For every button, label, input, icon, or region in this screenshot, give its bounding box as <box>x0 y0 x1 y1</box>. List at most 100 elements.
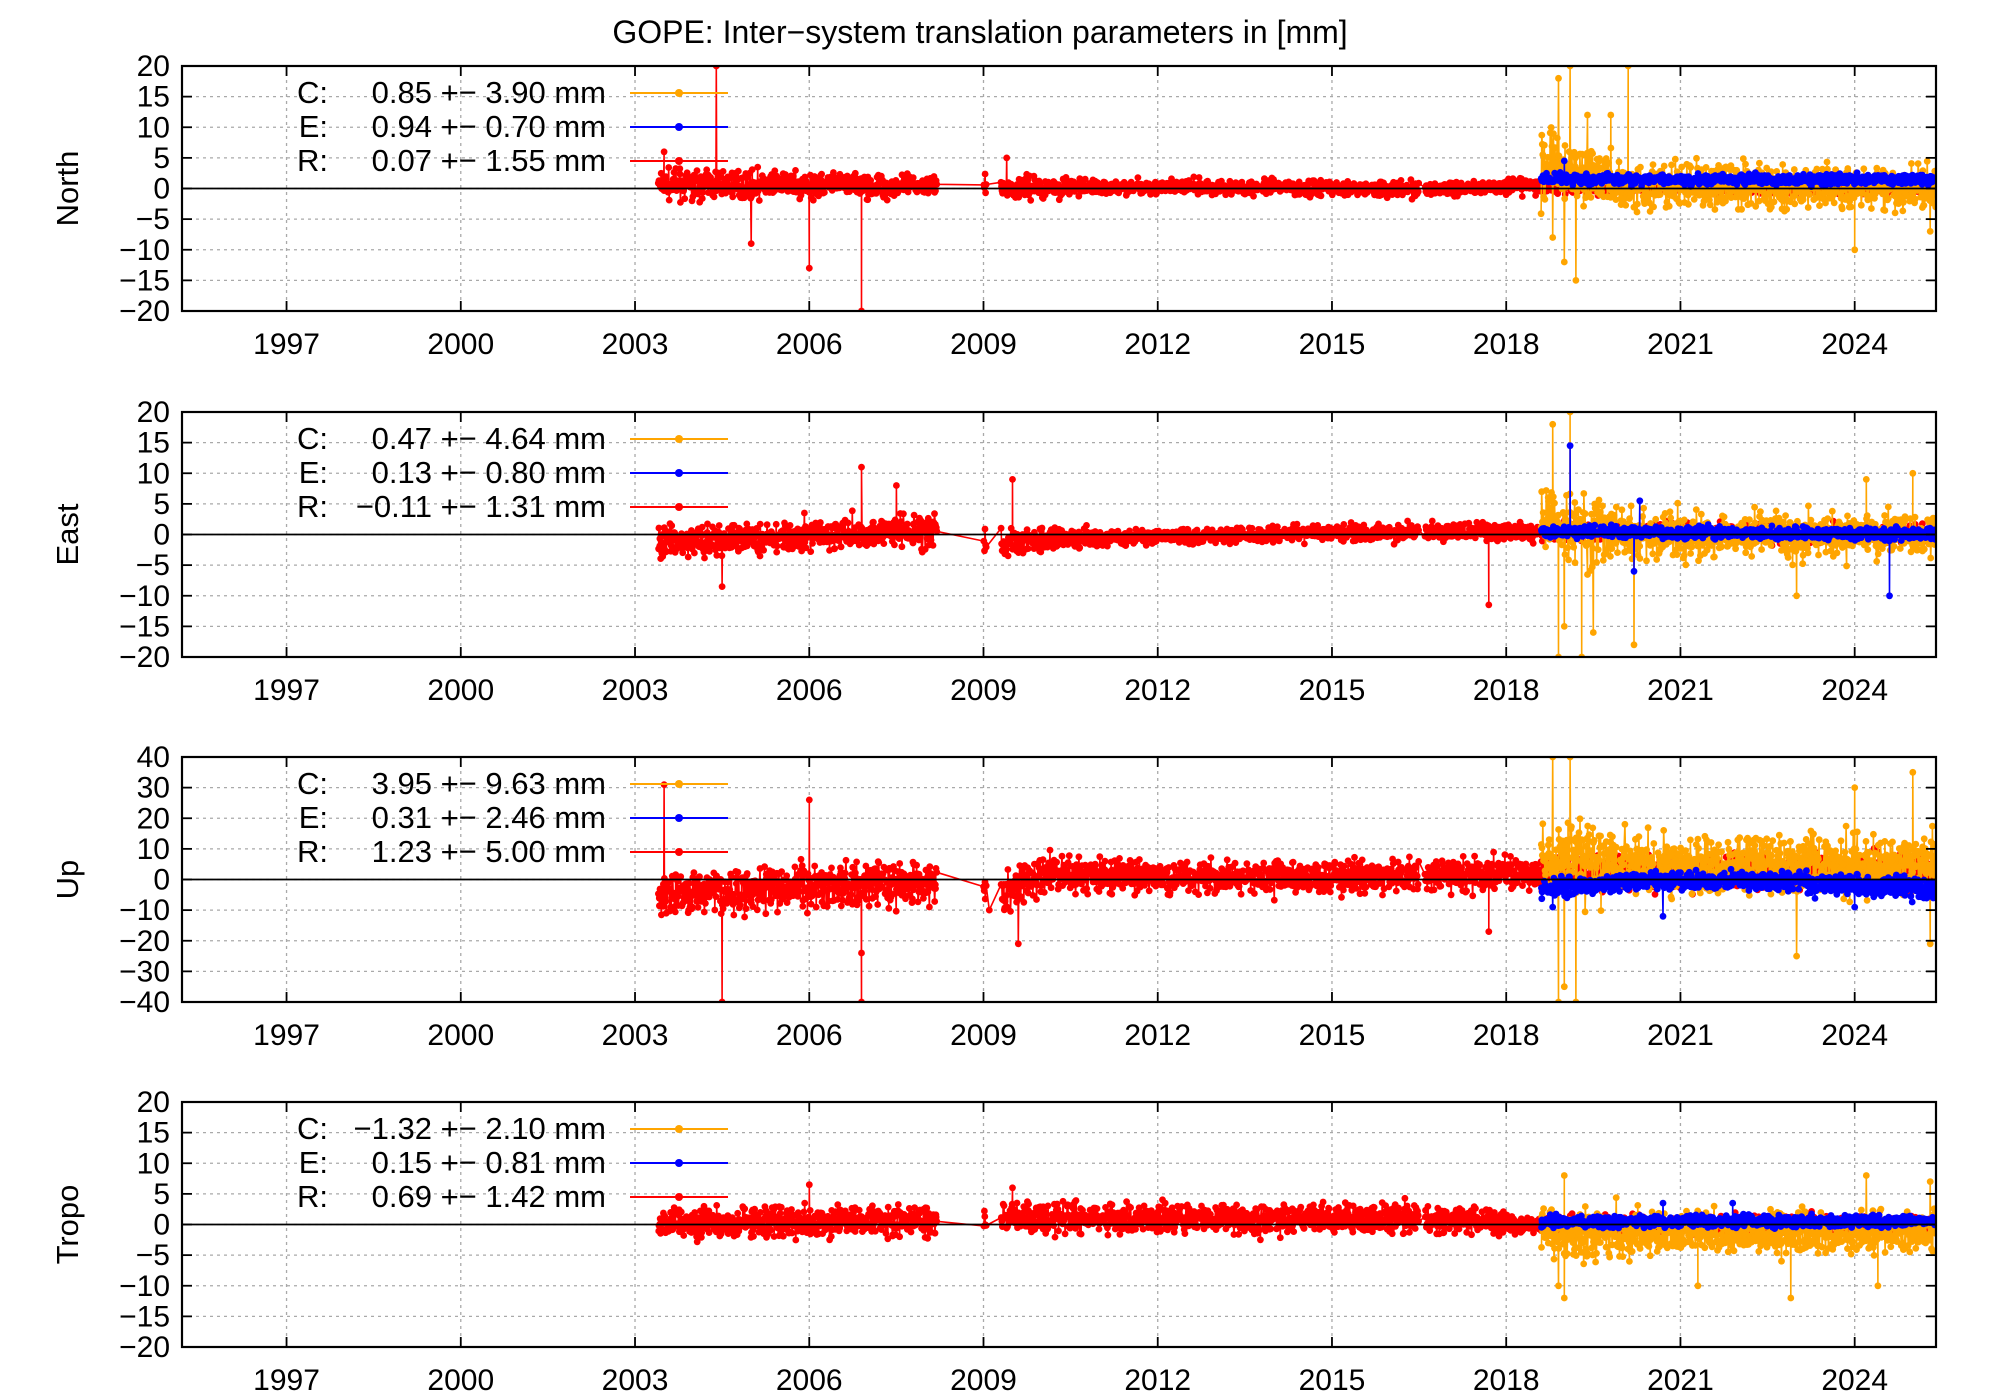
data-point-R <box>665 196 673 204</box>
data-point-R <box>1190 173 1198 181</box>
x-tick-label: 2021 <box>1647 328 1714 361</box>
data-point-R <box>1250 192 1257 200</box>
data-point-R <box>817 519 824 526</box>
y-tick-label: 10 <box>137 111 170 144</box>
chart-title: GOPE: Inter−system translation parameter… <box>612 14 1347 50</box>
data-point-C <box>1923 157 1931 165</box>
data-point-R <box>837 543 845 551</box>
y-axis-label: North <box>50 151 85 227</box>
data-point-R <box>880 540 888 547</box>
plot-area <box>654 66 1936 311</box>
data-point-C <box>1560 258 1568 266</box>
data-point-C <box>1752 202 1760 210</box>
data-point-R <box>1075 192 1083 200</box>
data-point-C <box>1931 167 1936 175</box>
data-point-C <box>1791 200 1799 208</box>
data-point-R <box>756 520 764 528</box>
data-point-R <box>1195 174 1203 181</box>
data-point-E <box>1551 169 1559 177</box>
data-point-C <box>1555 152 1563 160</box>
data-point-R <box>1168 175 1175 183</box>
data-point-C <box>1823 158 1831 166</box>
data-point-R <box>1009 476 1016 483</box>
data-point-R <box>1397 177 1405 184</box>
data-point-R <box>715 522 723 529</box>
data-point-C <box>1822 199 1829 207</box>
data-point-R <box>801 509 808 517</box>
data-point-C <box>1773 168 1781 175</box>
data-point-C <box>1634 200 1641 208</box>
data-point-C <box>1561 195 1569 203</box>
data-point-C <box>1722 197 1729 205</box>
data-point-R <box>657 169 665 177</box>
data-point-C <box>1693 154 1700 162</box>
data-point-R <box>867 177 875 184</box>
data-point-R <box>1317 192 1325 200</box>
data-point-C <box>1580 202 1587 210</box>
data-point-R <box>719 168 727 175</box>
data-point-C <box>1756 159 1763 167</box>
data-point-C <box>1690 196 1698 203</box>
legend-swatch-marker-C <box>675 89 683 97</box>
data-point-C <box>1911 195 1919 203</box>
data-point-C <box>1589 150 1596 157</box>
data-point-C <box>1844 165 1852 172</box>
data-point-R <box>809 540 816 547</box>
data-point-R <box>693 167 701 175</box>
y-tick-label: −5 <box>136 203 170 236</box>
x-tick-label: 2009 <box>950 328 1017 361</box>
data-point-C <box>1846 198 1853 205</box>
y-tick-label: −20 <box>119 295 170 328</box>
y-tick-label: 5 <box>153 142 170 175</box>
data-point-R <box>807 548 815 555</box>
legend-value-E: 0.94 +− 0.70 mm <box>372 109 606 144</box>
x-tick-label: 2006 <box>776 328 843 361</box>
legend-swatch-marker-E <box>675 123 683 131</box>
data-point-C <box>1770 198 1778 206</box>
data-point-R <box>903 520 911 528</box>
data-point-R <box>1004 552 1012 560</box>
data-point-R <box>668 522 676 530</box>
data-point-R <box>1134 174 1142 182</box>
data-point-C <box>1549 234 1557 241</box>
data-point-C <box>1702 164 1710 171</box>
data-point-C <box>1537 210 1545 218</box>
data-point-R <box>870 518 877 526</box>
x-tick-label: 2018 <box>1473 328 1540 361</box>
data-point-R <box>756 552 764 560</box>
data-point-R <box>900 510 907 518</box>
data-point-C <box>1929 191 1936 199</box>
data-point-C <box>1779 161 1787 168</box>
data-point-C <box>1813 165 1821 173</box>
data-point-C <box>1908 160 1915 167</box>
data-point-C <box>1884 195 1892 203</box>
data-point-R <box>1003 154 1011 162</box>
y-tick-label: −10 <box>119 234 170 267</box>
data-point-R <box>851 169 859 177</box>
data-point-C <box>1739 155 1747 163</box>
chart-panels: 1997 2000 2003 2006 2009 2012 2015 2018 2021 2024… <box>50 50 1938 1397</box>
data-point-R <box>716 173 724 181</box>
data-point-C <box>1573 192 1581 200</box>
data-point-R <box>997 524 1005 532</box>
data-point-R <box>662 173 670 181</box>
data-point-C <box>1839 186 1847 194</box>
y-tick-label: 0 <box>153 173 170 206</box>
y-tick-label: 20 <box>137 50 170 83</box>
data-point-R <box>982 189 989 197</box>
data-point-R <box>1532 192 1539 199</box>
legend: C: 0.85 +− 3.90 mmE: 0.94 +− 0.70 mmR: 0.07… <box>297 75 728 178</box>
data-point-R <box>898 543 906 551</box>
data-point-C <box>1670 188 1678 196</box>
data-point-R <box>701 554 708 562</box>
data-point-R <box>718 583 726 590</box>
data-point-C <box>1544 153 1552 161</box>
data-point-R <box>848 507 856 515</box>
data-point-R <box>681 195 689 203</box>
data-point-R <box>1076 544 1084 552</box>
data-point-C <box>1900 198 1907 206</box>
x-tick-label: 2024 <box>1821 328 1888 361</box>
data-point-R <box>893 482 900 489</box>
data-point-R <box>933 180 941 188</box>
